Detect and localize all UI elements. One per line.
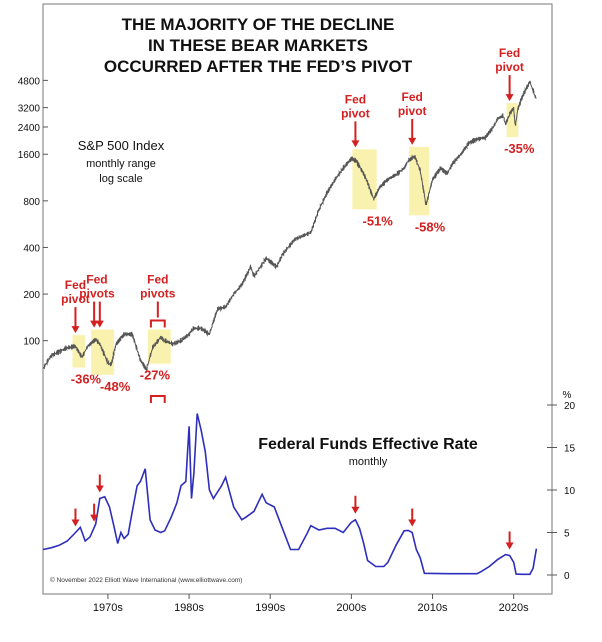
rate-y-tick-label-15: 15 [564, 444, 576, 455]
pivot-highlight-5 [506, 103, 519, 138]
x-tick-label-1980: 1980s [174, 602, 204, 614]
rate-pivot-arrowhead-4 [408, 519, 417, 527]
x-tick-label-2020: 2020s [499, 602, 529, 614]
x-tick-label-2010: 2010s [418, 602, 448, 614]
fed-funds-subtitle: monthly [349, 456, 388, 468]
rate-pivot-arrowhead-0 [71, 519, 80, 527]
rate-y-tick-label-0: 0 [564, 571, 570, 582]
rate-pivot-bracket [149, 395, 166, 403]
sp500-sublabel: monthly range [86, 158, 156, 170]
pivot-decline-5: -35% [504, 141, 535, 156]
pivot-label-line1-1: Fed [86, 273, 107, 287]
price-y-tick-label-400: 400 [23, 243, 40, 254]
pivot-highlight-4 [409, 146, 430, 216]
pivot-decline-0: -36% [71, 372, 102, 387]
chart-title-line-3: OCCURRED AFTER THE FED’S PIVOT [104, 57, 413, 76]
copyright-notice: © November 2022 Elliott Wave Internation… [50, 576, 242, 584]
rate-unit-label: % [563, 390, 572, 401]
x-tick-label-1990: 1990s [255, 602, 285, 614]
pivot-label-line2-2: pivots [140, 287, 176, 301]
pivot-label-line1-2: Fed [147, 273, 168, 287]
pivot-highlight-3 [352, 149, 377, 210]
sp500-series-line [42, 80, 537, 371]
pivot-arrowhead-5-0 [505, 94, 514, 102]
price-y-tick-label-100: 100 [23, 337, 40, 348]
rate-pivot-arrowhead-1 [90, 514, 99, 522]
axes: 1970s 1980s 1990s 2000s 2010s 2020s1002004008… [18, 76, 576, 614]
rate-y-tick-label-5: 5 [564, 529, 570, 540]
fed-funds-layer [42, 395, 538, 576]
pivot-highlight-2 [147, 329, 171, 364]
price-y-tick-label-3200: 3200 [18, 104, 41, 115]
chart-title-line-1: THE MAJORITY OF THE DECLINE [122, 15, 395, 34]
sp500-label: S&P 500 Index [78, 138, 165, 153]
sp500-scale-label: log scale [99, 173, 142, 185]
x-tick-label-2000: 2000s [336, 602, 366, 614]
rate-pivot-arrowhead-5 [505, 542, 514, 550]
pivot-label-line2-1: pivots [79, 287, 115, 301]
fed-funds-title: Federal Funds Effective Rate [258, 436, 478, 453]
rate-pivot-arrowhead-2 [95, 485, 104, 493]
pivot-bracket-2 [149, 319, 166, 328]
rate-pivot-arrowhead-3 [351, 506, 360, 514]
chart-title-line-2: IN THESE BEAR MARKETS [148, 36, 368, 55]
pivot-arrowhead-1-0 [90, 320, 99, 328]
price-y-tick-label-2400: 2400 [18, 123, 41, 134]
pivot-label-line2-4: pivot [398, 104, 427, 118]
pivot-label-line2-5: pivot [495, 60, 524, 74]
pivot-label-line1-3: Fed [345, 92, 366, 106]
price-y-tick-label-1600: 1600 [18, 150, 41, 161]
price-y-tick-label-4800: 4800 [18, 76, 41, 87]
pivot-decline-3: -51% [362, 213, 393, 228]
pivot-arrowhead-3-0 [351, 140, 360, 148]
pivot-highlight-1 [91, 329, 115, 375]
pivot-arrowhead-0-0 [71, 326, 80, 334]
sp500-layer [42, 80, 537, 371]
fed-funds-series-line [42, 413, 538, 576]
pivot-decline-1: -48% [100, 379, 131, 394]
pivot-decline-2: -27% [140, 368, 171, 383]
price-y-tick-label-800: 800 [23, 197, 40, 208]
pivot-arrowhead-1-1 [95, 320, 104, 328]
pivot-label-line1-4: Fed [402, 90, 423, 104]
pivot-label-line1-0: Fed [65, 278, 86, 292]
pivot-label-line1-5: Fed [499, 46, 520, 60]
x-tick-label-1970: 1970s [93, 602, 123, 614]
rate-y-tick-label-20: 20 [564, 401, 576, 412]
price-y-tick-label-200: 200 [23, 290, 40, 301]
pivot-decline-4: -58% [415, 219, 446, 234]
pivot-arrowhead-4-0 [408, 137, 417, 145]
pivot-label-line2-3: pivot [341, 106, 370, 120]
rate-y-tick-label-10: 10 [564, 486, 576, 497]
pivot-label-line2-0: pivot [61, 292, 90, 306]
